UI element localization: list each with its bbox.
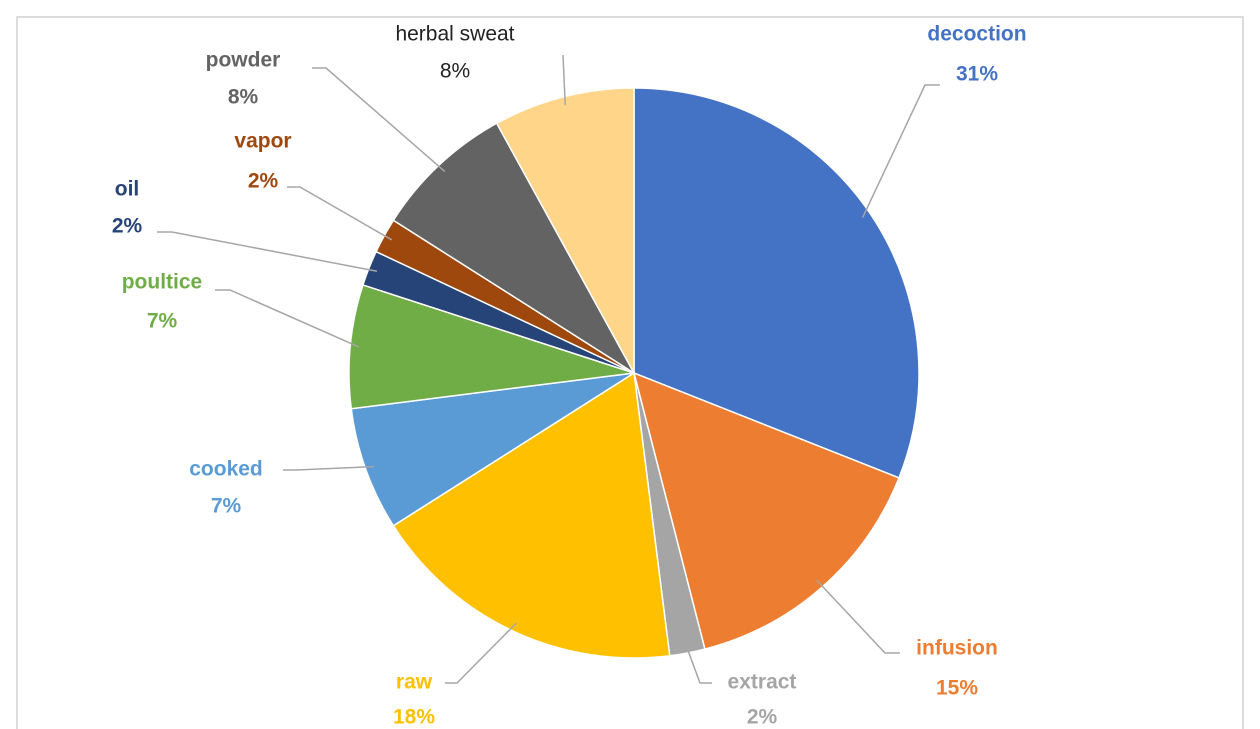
slice-label: raw: [396, 671, 433, 694]
pie-slice: [633, 87, 920, 479]
slice-label: herbal sweat: [395, 23, 514, 46]
leader-line: [215, 289, 360, 348]
slice-value-label: 18%: [393, 706, 435, 729]
slice-value-label: 2%: [248, 170, 279, 193]
slice-label: extract: [728, 671, 797, 694]
slice-label: decoction: [927, 23, 1026, 46]
pie-slice: [392, 122, 635, 374]
leader-line: [445, 622, 517, 684]
leader-line: [816, 579, 900, 654]
chart-border: [16, 16, 1244, 729]
slice-value-label: 31%: [956, 63, 998, 86]
slice-label: cooked: [189, 458, 263, 481]
leader-line: [312, 67, 446, 173]
pie-slice: [495, 87, 635, 374]
pie-slice: [350, 372, 635, 527]
slice-value-label: 8%: [228, 86, 259, 109]
pie-slice: [348, 283, 635, 410]
slice-label: infusion: [916, 637, 998, 660]
leader-line: [562, 54, 566, 106]
leader-line: [283, 465, 374, 471]
slice-value-label: 7%: [211, 495, 242, 518]
slice-value-label: 15%: [936, 677, 978, 700]
slice-label: poultice: [122, 271, 203, 294]
slice-value-label: 7%: [147, 310, 178, 333]
leader-line: [861, 84, 940, 218]
slice-label: oil: [115, 178, 140, 201]
slice-value-label: 2%: [112, 215, 143, 238]
slice-value-label: 2%: [747, 706, 778, 729]
leader-line: [685, 644, 712, 684]
leader-line: [157, 231, 378, 272]
slice-label: powder: [206, 49, 281, 72]
slice-value-label: 8%: [440, 60, 470, 83]
leader-line: [287, 186, 393, 241]
pie-slice: [392, 371, 671, 659]
slice-label: vapor: [234, 130, 291, 153]
